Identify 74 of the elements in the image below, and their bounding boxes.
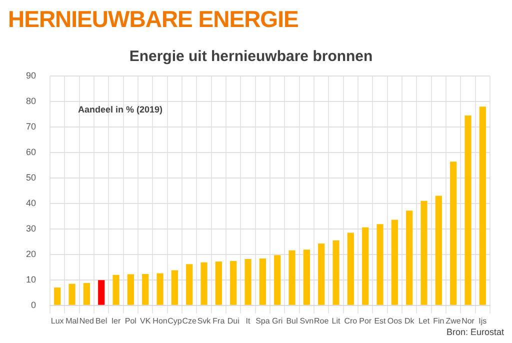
x-tick-label: Fin — [433, 316, 444, 326]
x-tick-label: Spa — [256, 316, 270, 326]
y-tick-label: 10 — [26, 274, 36, 284]
x-tick-label: Gri — [272, 316, 283, 326]
bar — [230, 261, 237, 305]
chart-title: HERNIEUWBARE ENERGIE — [8, 6, 298, 33]
bar — [112, 274, 120, 305]
x-tick-label: Mal — [66, 316, 79, 326]
x-tick-label: Bel — [96, 316, 108, 326]
bar — [406, 210, 413, 305]
bar — [318, 243, 325, 305]
bar — [274, 255, 281, 305]
bar — [186, 264, 193, 305]
x-tick-label: Bul — [286, 316, 298, 326]
y-tick-label: 60 — [26, 146, 36, 157]
y-tick-label: 30 — [26, 223, 36, 234]
bar — [98, 280, 105, 305]
bar — [420, 200, 428, 305]
x-tick-label: Dk — [404, 316, 416, 326]
y-tick-label: 20 — [26, 248, 36, 259]
bar — [288, 250, 296, 305]
bar — [83, 282, 90, 305]
bar — [54, 288, 61, 305]
bar — [68, 284, 76, 305]
x-tick-label: Ijs — [478, 316, 487, 326]
bar — [391, 220, 398, 305]
x-tick-label: Zwe — [446, 316, 462, 326]
chart-subtitle: Energie uit hernieuwbare bronnen — [129, 48, 373, 66]
x-tick-label: Let — [418, 316, 430, 326]
x-tick-label: Nor — [462, 316, 475, 326]
y-tick-label: 70 — [26, 121, 36, 132]
bar — [215, 262, 222, 305]
bar — [479, 106, 486, 305]
y-tick-label: 40 — [26, 198, 36, 208]
x-tick-label: Fra — [212, 316, 226, 326]
bar — [435, 196, 442, 305]
x-tick-label: Hon — [152, 316, 168, 326]
x-tick-label: Cze — [182, 316, 197, 326]
x-tick-label: Lit — [332, 316, 342, 326]
text: Bron: Eurostat — [446, 327, 504, 337]
bar — [244, 259, 252, 305]
x-tick-label: Cro — [344, 316, 358, 326]
x-tick-label: Svk — [197, 316, 212, 326]
x-tick-label: Svn — [300, 316, 314, 326]
bar — [156, 273, 164, 305]
annotation: Aandeel in % (2019) — [78, 104, 163, 114]
x-tick-label: Ned — [79, 316, 94, 326]
x-tick-label: Oos — [387, 316, 402, 326]
x-tick-label: Lux — [50, 316, 64, 326]
x-tick-label: Pol — [124, 316, 137, 326]
x-tick-label: Est — [374, 316, 387, 326]
bar — [259, 258, 266, 305]
bar — [142, 274, 149, 305]
y-tick-label: 0 — [30, 300, 36, 310]
bar — [464, 116, 472, 305]
x-tick-label: Dui — [227, 316, 240, 326]
bar — [332, 240, 340, 305]
x-tick-label: VK — [140, 316, 152, 326]
bar — [347, 232, 354, 305]
x-tick-label: Roe — [314, 316, 330, 326]
bar — [171, 270, 178, 305]
x-tick-label: Cyp — [168, 316, 182, 326]
bar — [450, 162, 457, 305]
y-tick-label: 50 — [26, 172, 36, 182]
bar — [303, 250, 310, 305]
y-tick-label: 90 — [26, 70, 36, 80]
y-tick-label: 80 — [26, 96, 36, 106]
bar — [200, 262, 208, 305]
bar — [127, 274, 134, 305]
bar — [362, 227, 369, 305]
x-tick-label: Por — [359, 316, 372, 326]
bar — [376, 224, 384, 305]
x-tick-label: It — [246, 316, 251, 326]
x-tick-label: Ier — [111, 316, 122, 326]
